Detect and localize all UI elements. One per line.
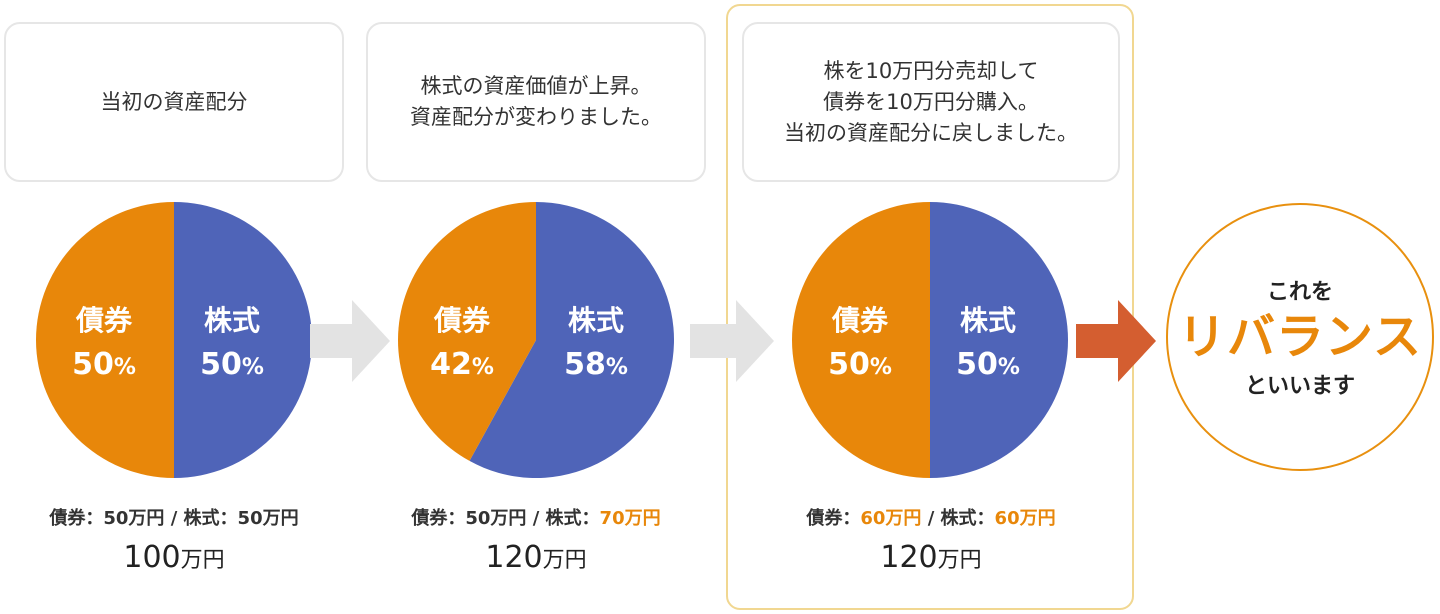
total: 120万円 <box>485 540 587 575</box>
caption-line: 株式の資産価値が上昇。 <box>420 74 652 98</box>
stock-label: 株式 <box>568 304 624 337</box>
bond-slice <box>792 202 930 478</box>
stock-slice <box>174 202 312 478</box>
bond-pct: 50% <box>828 347 892 382</box>
caption-box: 株を10万円分売却して 債券を10万円分購入。 当初の資産配分に戻しました。 <box>742 22 1120 182</box>
caption-line: 資産配分が変わりました。 <box>410 105 662 129</box>
bond-slice <box>36 202 174 478</box>
stock-pct: 50% <box>956 347 1020 382</box>
caption-line: 当初の資産配分に戻しました。 <box>784 120 1078 145</box>
arrow-right-icon <box>1076 300 1156 382</box>
breakdown: 債券：50万円 / 株式：70万円 <box>411 508 661 529</box>
bond-label: 債券 <box>75 304 133 337</box>
caption-box: 当初の資産配分 <box>4 22 344 182</box>
stock-value: 70万円 <box>599 508 661 529</box>
highlight-frame <box>726 4 1134 610</box>
bond-value: 50万円 <box>103 508 165 529</box>
arrow-right-icon <box>690 300 774 382</box>
bond-pct: 42% <box>430 347 494 382</box>
bond-slice <box>398 202 536 461</box>
stock-label: 株式 <box>960 304 1016 337</box>
caption-box: 株式の資産価値が上昇。 資産配分が変わりました。 <box>366 22 706 182</box>
caption-line: 債券を10万円分購入。 <box>823 89 1039 114</box>
step-changed: 株式の資産価値が上昇。 資産配分が変わりました。 債券 42% 株式 58% 債… <box>366 0 706 614</box>
stock-value: 60万円 <box>994 508 1056 529</box>
caption-line: 当初の資産配分 <box>100 89 248 114</box>
stock-slice <box>469 202 674 478</box>
bond-pct: 50% <box>72 347 136 382</box>
stock-slice <box>930 202 1068 478</box>
stock-pct: 50% <box>200 347 264 382</box>
bond-label: 債券 <box>831 304 889 337</box>
pie-chart: 債券 50% 株式 50% <box>36 202 312 478</box>
conclusion-term: リバランス <box>1177 309 1423 365</box>
total: 120万円 <box>880 540 982 575</box>
step-initial: 当初の資産配分 債券 50% 株式 50% 債券：50万円 / 株式：50万円 … <box>4 0 344 614</box>
pie-chart: 債券 42% 株式 58% <box>398 202 674 478</box>
stock-pct: 58% <box>564 347 628 382</box>
conclusion-circle: これを リバランス といいます <box>1166 203 1434 471</box>
stock-value: 50万円 <box>237 508 299 529</box>
breakdown: 債券：60万円 / 株式：60万円 <box>806 508 1056 529</box>
step-rebalanced: 株を10万円分売却して 債券を10万円分購入。 当初の資産配分に戻しました。 債… <box>742 0 1120 614</box>
conclusion-top: これを <box>1266 280 1333 305</box>
arrow-right-icon <box>310 300 390 382</box>
caption-line: 株を10万円分売却して <box>823 58 1039 83</box>
breakdown: 債券：50万円 / 株式：50万円 <box>49 508 299 529</box>
total: 100万円 <box>123 540 225 575</box>
pie-chart: 債券 50% 株式 50% <box>792 202 1068 478</box>
bond-label: 債券 <box>433 304 491 337</box>
bond-value: 60万円 <box>860 508 922 529</box>
stock-label: 株式 <box>204 304 260 337</box>
bond-value: 50万円 <box>465 508 527 529</box>
conclusion-bottom: といいます <box>1244 374 1355 399</box>
